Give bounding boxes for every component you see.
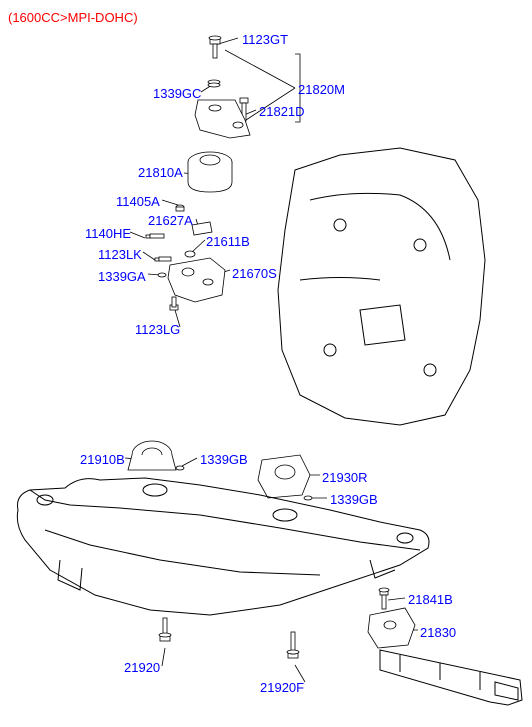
label-21920F: 21920F: [260, 680, 304, 695]
label-21821D: 21821D: [259, 104, 305, 119]
parts-diagram: (1600CC>MPI-DOHC) 1123GT 1339GC 21820M 2…: [0, 0, 532, 727]
label-21670S: 21670S: [232, 266, 277, 281]
label-21841B: 21841B: [408, 592, 453, 607]
label-21830: 21830: [420, 625, 456, 640]
label-1123LG: 1123LG: [135, 322, 180, 337]
label-21627A: 21627A: [148, 213, 193, 228]
label-1140HE: 1140HE: [85, 226, 131, 241]
label-21820M: 21820M: [298, 82, 345, 97]
label-11405A: 11405A: [116, 194, 160, 209]
label-21810A: 21810A: [138, 165, 183, 180]
label-1123GT: 1123GT: [242, 32, 288, 47]
label-1339GC: 1339GC: [153, 86, 201, 101]
label-1123LK: 1123LK: [98, 247, 142, 262]
label-21930R: 21930R: [322, 470, 368, 485]
engine-spec-header: (1600CC>MPI-DOHC): [8, 10, 138, 25]
label-1339GB-1: 1339GB: [200, 452, 248, 467]
label-21920: 21920: [124, 660, 160, 675]
label-1339GA: 1339GA: [98, 269, 146, 284]
label-21910B: 21910B: [80, 452, 125, 467]
label-1339GB-2: 1339GB: [330, 492, 378, 507]
label-21611B: 21611B: [206, 234, 250, 249]
